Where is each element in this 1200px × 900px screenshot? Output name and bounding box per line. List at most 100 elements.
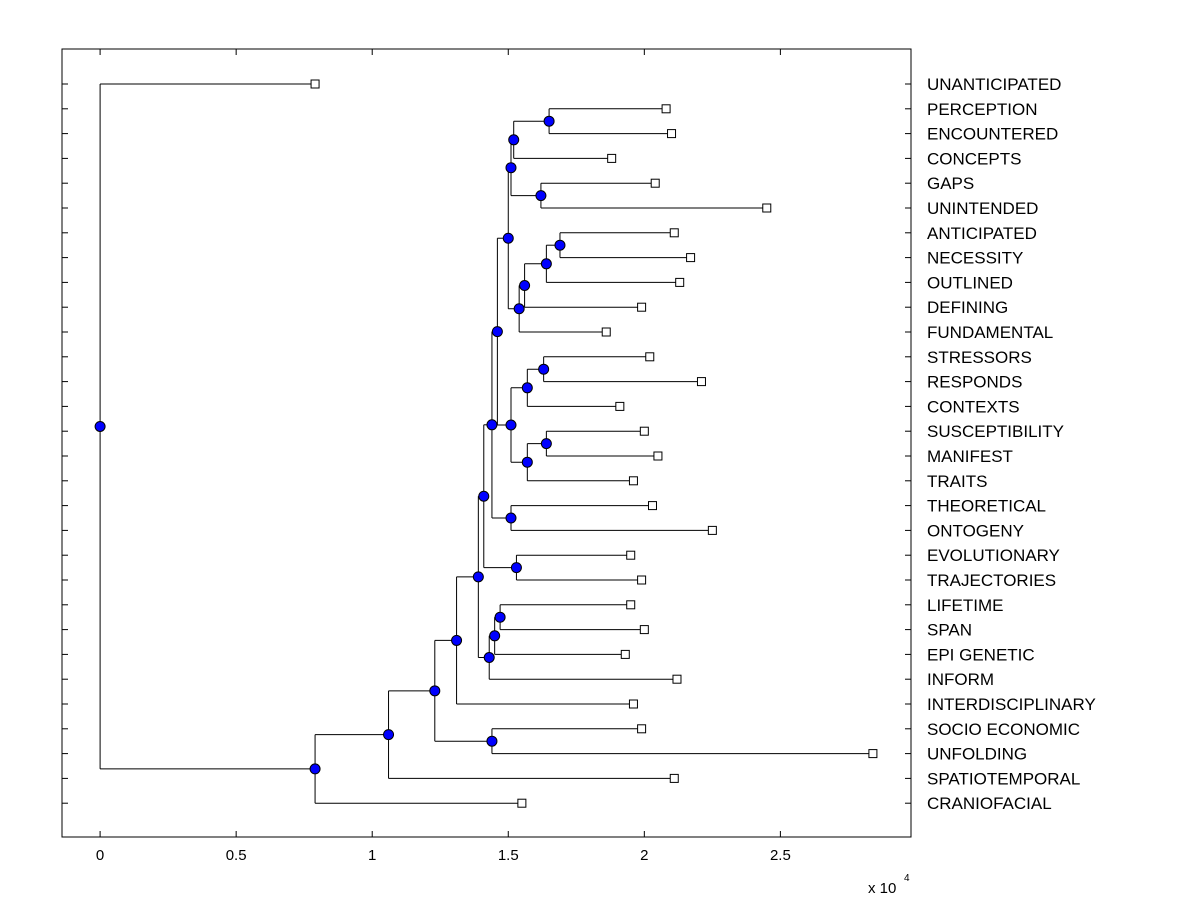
leaf-label: SUSCEPTIBILITY <box>927 422 1064 441</box>
leaf-marker <box>637 302 647 312</box>
cluster-node <box>513 303 525 315</box>
cluster-node <box>491 326 503 338</box>
leaf-label: ANTICIPATED <box>927 224 1037 243</box>
leaf-label: EVOLUTIONARY <box>927 546 1060 565</box>
cluster-node <box>383 729 395 741</box>
leaf-marker <box>517 798 527 808</box>
leaf-marker <box>667 129 677 139</box>
leaf-label: NECESSITY <box>927 249 1023 268</box>
cluster-node <box>309 763 321 775</box>
plot-area <box>61 48 912 838</box>
leaf-marker <box>645 352 655 362</box>
cluster-node <box>483 652 495 663</box>
leaf-label: SOCIO ECONOMIC <box>927 720 1080 739</box>
leaf-label: UNINTENDED <box>927 199 1038 218</box>
cluster-node <box>540 438 552 450</box>
leaf-label: OUTLINED <box>927 273 1013 292</box>
leaf-label: DEFINING <box>927 298 1008 317</box>
leaf-marker <box>669 773 679 783</box>
leaf-marker <box>607 153 617 163</box>
leaf-marker <box>686 253 696 263</box>
cluster-node <box>519 280 531 291</box>
leaf-marker <box>626 600 636 610</box>
leaf-marker <box>696 377 706 387</box>
cluster-node <box>505 162 517 174</box>
cluster-node <box>510 562 522 574</box>
x-tick-label: 1.5 <box>498 847 519 864</box>
leaf-label: INFORM <box>927 670 994 689</box>
leaf-label: LIFETIME <box>927 596 1004 615</box>
leaf-label: INTERDISCIPLINARY <box>927 695 1096 714</box>
x-tick-label: 2.5 <box>770 847 791 864</box>
leaf-label: MANIFEST <box>927 447 1013 466</box>
leaf-marker <box>707 525 717 535</box>
dendrogram-leaves <box>310 79 878 808</box>
cluster-node <box>505 512 517 524</box>
cluster-node <box>508 134 520 146</box>
leaf-label: CRANIOFACIAL <box>927 794 1052 813</box>
leaf-marker <box>637 575 647 585</box>
cluster-node <box>494 611 506 623</box>
leaf-label: CONCEPTS <box>927 149 1021 168</box>
x-multiplier-label: x 10 <box>868 880 896 897</box>
leaf-marker <box>650 178 660 188</box>
cluster-node <box>502 232 514 244</box>
leaf-label: ENCOUNTERED <box>927 125 1058 144</box>
leaf-label: CONTEXTS <box>927 397 1020 416</box>
leaf-marker <box>647 501 657 511</box>
leaf-label: PERCEPTION <box>927 100 1038 119</box>
leaf-label: EPI GENETIC <box>927 645 1035 664</box>
x-tick-label: 1 <box>368 847 376 864</box>
leaf-marker <box>601 327 611 337</box>
leaf-marker <box>310 79 320 89</box>
leaf-marker <box>639 625 649 635</box>
leaf-marker <box>672 674 682 684</box>
cluster-node <box>521 456 533 468</box>
leaf-label: THEORETICAL <box>927 497 1046 516</box>
leaf-label: UNFOLDING <box>927 745 1027 764</box>
leaf-label: UNANTICIPATED <box>927 75 1061 94</box>
cluster-node <box>505 419 517 431</box>
cluster-node <box>429 685 441 697</box>
cluster-node <box>486 419 498 431</box>
leaf-marker <box>620 649 630 659</box>
leaf-label: TRAJECTORIES <box>927 571 1056 590</box>
leaf-label: STRESSORS <box>927 348 1032 367</box>
leaf-label: ONTOGENY <box>927 521 1024 540</box>
cluster-node <box>94 420 106 432</box>
cluster-node <box>554 239 566 251</box>
leaf-marker <box>628 699 638 709</box>
leaf-label: GAPS <box>927 174 974 193</box>
leaf-labels: UNANTICIPATED PERCEPTION ENCOUNTERED CONCEP… <box>927 75 1096 813</box>
x-axis: 0 0.5 1 1.5 2 2.5 <box>96 49 791 864</box>
leaf-marker <box>762 203 772 213</box>
leaf-label: FUNDAMENTAL <box>927 323 1053 342</box>
leaf-label: SPATIOTEMPORAL <box>927 769 1080 788</box>
leaf-marker <box>639 426 649 436</box>
cluster-node <box>451 634 463 646</box>
leaf-marker <box>653 451 663 461</box>
leaf-marker <box>615 401 625 411</box>
cluster-node <box>472 571 484 583</box>
cluster-node <box>478 490 490 502</box>
cluster-node <box>538 363 550 375</box>
cluster-node <box>486 735 498 747</box>
x-tick-label: 2 <box>640 847 648 864</box>
leaf-marker <box>868 749 878 759</box>
x-exponent-label: 4 <box>904 873 910 884</box>
leaf-marker <box>675 277 685 287</box>
cluster-node <box>521 382 533 394</box>
x-tick-label: 0 <box>96 847 104 864</box>
cluster-node <box>540 258 552 270</box>
cluster-node <box>535 190 547 202</box>
leaf-marker <box>626 550 636 560</box>
leaf-marker <box>661 104 671 114</box>
x-tick-label: 0.5 <box>226 847 247 864</box>
cluster-node <box>489 630 501 642</box>
leaf-label: SPAN <box>927 621 972 640</box>
leaf-label: TRAITS <box>927 472 987 491</box>
cluster-node <box>543 115 555 127</box>
leaf-marker <box>669 228 679 238</box>
leaf-label: RESPONDS <box>927 373 1022 392</box>
